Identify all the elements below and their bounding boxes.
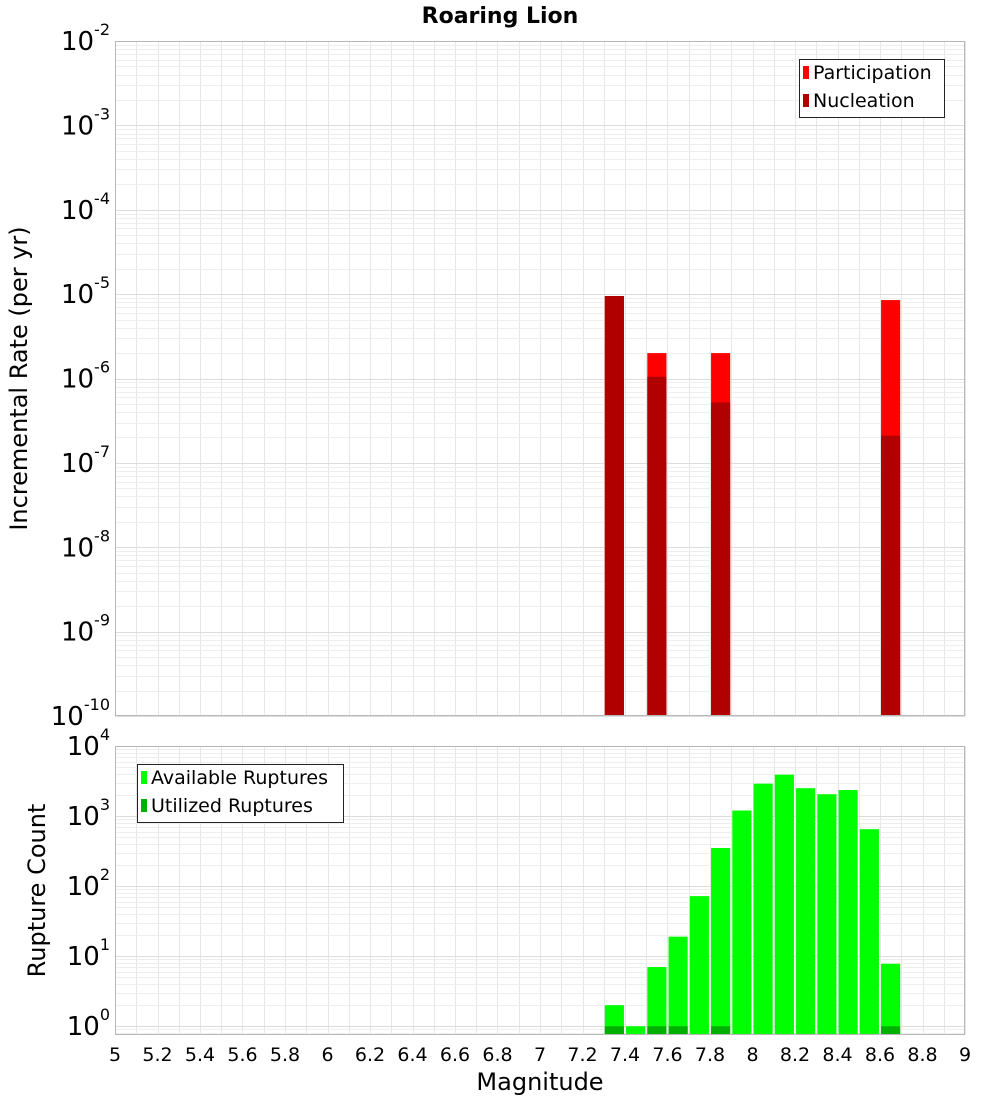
- bar: [753, 783, 773, 1035]
- series-available-ruptures: [604, 774, 901, 1035]
- bar: [668, 936, 688, 1035]
- y-tick-label: 10-3: [61, 104, 110, 141]
- x-tick-label: 8.4: [822, 1044, 852, 1066]
- y-tick-label: 10-6: [61, 358, 110, 395]
- y-tick-label: 103: [67, 795, 110, 832]
- x-tick-label: 6: [321, 1044, 333, 1066]
- bar: [668, 1026, 688, 1035]
- legend-label: Utilized Ruptures: [151, 795, 313, 817]
- bar: [711, 402, 731, 716]
- bar: [881, 963, 901, 1035]
- legend-swatch: [803, 66, 809, 79]
- bar: [838, 790, 858, 1035]
- y-tick-label: 10-2: [61, 20, 110, 57]
- x-tick-label: 5.8: [270, 1044, 300, 1066]
- x-tick-labels: 5 5.2 5.4 5.6 5.8 6 6.2 6.4 6.6 6.8 7 7.2 7.4 7.6 7.8 8…: [109, 1044, 971, 1066]
- x-tick-label: 8.8: [907, 1044, 937, 1066]
- bar: [859, 829, 879, 1035]
- y-tick-label: 101: [67, 935, 110, 972]
- legend-swatch: [803, 94, 809, 107]
- x-axis-label: Magnitude: [476, 1068, 603, 1096]
- panel-incremental-rate: 10-10 10-9 10-8 10-7 10-6 10-5 10-4 10-3 10-2 Inc…: [5, 20, 966, 732]
- x-tick-label: 7.2: [567, 1044, 597, 1066]
- y-tick-label: 104: [67, 725, 110, 762]
- x-tick-label: 6.4: [397, 1044, 427, 1066]
- legend-label: Available Ruptures: [151, 767, 328, 789]
- y-tick-label: 10-9: [61, 611, 110, 648]
- x-tick-label: 7: [534, 1044, 546, 1066]
- bar: [647, 376, 667, 716]
- legend-box: [799, 59, 945, 118]
- y-axis-label: Incremental Rate (per yr): [5, 226, 33, 530]
- x-tick-label: 5.4: [185, 1044, 215, 1066]
- legend-label: Participation: [813, 62, 932, 84]
- x-tick-label: 9: [959, 1044, 971, 1066]
- grid: [115, 41, 966, 717]
- y-tick-label: 10-8: [61, 526, 110, 563]
- y-tick-labels: 100 101 102 103 104: [67, 725, 110, 1042]
- legend-box: [137, 764, 344, 823]
- y-tick-label: 10-4: [61, 189, 110, 226]
- legend-swatch: [141, 771, 147, 784]
- x-tick-label: 5.2: [142, 1044, 172, 1066]
- y-tick-label: 10-5: [61, 273, 110, 310]
- bar: [604, 296, 624, 716]
- series-nucleation: [604, 296, 901, 716]
- bar: [796, 788, 816, 1035]
- legend-swatch: [141, 799, 147, 812]
- bar: [881, 435, 901, 716]
- legend: Available Ruptures Utilized Ruptures: [137, 764, 344, 823]
- bar: [647, 1026, 667, 1035]
- x-tick-label: 8: [746, 1044, 758, 1066]
- y-tick-label: 102: [67, 865, 110, 902]
- plot-frame: [115, 41, 965, 716]
- legend-label: Nucleation: [813, 90, 915, 112]
- x-tick-label: 5.6: [227, 1044, 257, 1066]
- bar: [881, 1026, 901, 1035]
- bar: [711, 1026, 731, 1035]
- plot-frame: [115, 746, 965, 1035]
- x-tick-label: 8.6: [865, 1044, 895, 1066]
- bar: [774, 774, 794, 1035]
- y-tick-labels: 10-10 10-9 10-8 10-7 10-6 10-5 10-4 10-3 10-2: [51, 20, 110, 732]
- x-tick-label: 7.6: [652, 1044, 682, 1066]
- x-tick-label: 7.4: [610, 1044, 640, 1066]
- x-tick-label: 6.6: [440, 1044, 470, 1066]
- bar: [711, 848, 731, 1035]
- chart-title: Roaring Lion: [422, 4, 579, 29]
- y-tick-label: 10-7: [61, 442, 110, 479]
- bar: [647, 967, 667, 1035]
- x-tick-label: 8.2: [780, 1044, 810, 1066]
- y-axis-label: Rupture Count: [23, 804, 51, 978]
- bar: [732, 810, 752, 1035]
- bar: [604, 1026, 624, 1035]
- x-tick-label: 7.8: [695, 1044, 725, 1066]
- bar: [689, 896, 709, 1035]
- y-tick-label: 100: [67, 1005, 110, 1042]
- panel-rupture-count: 100 101 102 103 104 Rupture Count Available Ru…: [23, 725, 966, 1042]
- legend: Participation Nucleation: [799, 59, 945, 118]
- bar: [817, 794, 837, 1035]
- series-utilized-ruptures: [604, 1026, 901, 1035]
- x-tick-label: 5: [109, 1044, 121, 1066]
- x-tick-label: 6.8: [482, 1044, 512, 1066]
- bar: [626, 1026, 646, 1035]
- x-tick-label: 6.2: [355, 1044, 385, 1066]
- y-tick-label: 10-10: [51, 695, 110, 732]
